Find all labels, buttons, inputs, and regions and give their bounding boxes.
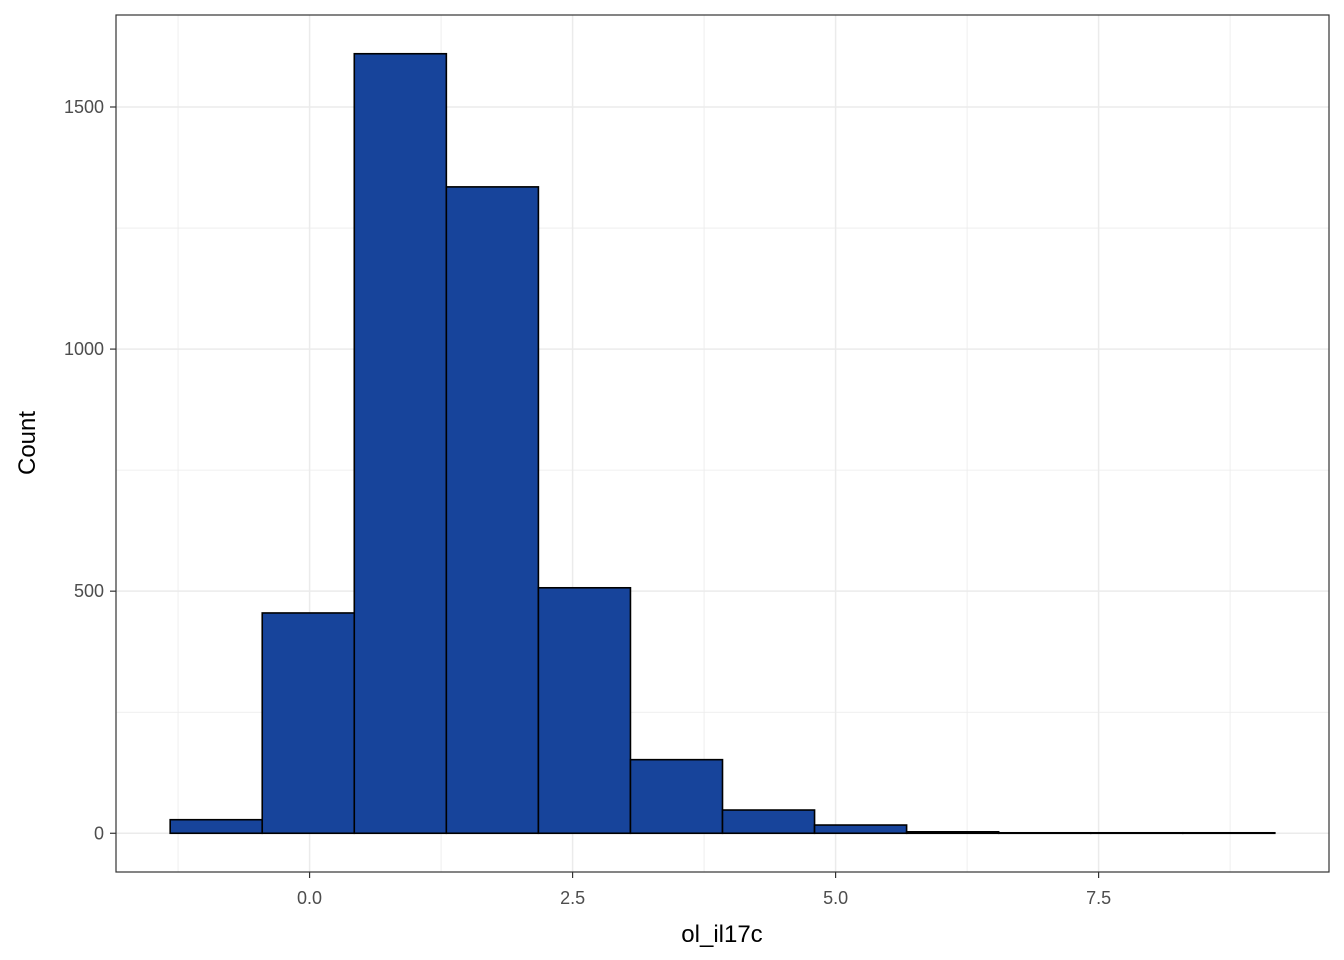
y-tick-label: 1000 [64,339,104,359]
histogram-bar [629,758,724,835]
x-axis-ticks: 0.0 2.5 5.0 7.5 [297,872,1111,908]
histogram-bar [813,824,908,835]
histogram-bar [1089,831,1184,835]
histogram-bar [721,809,816,835]
y-axis-ticks: 0 500 1000 1500 [64,97,116,843]
histogram-bar [537,586,632,835]
y-tick-label: 0 [94,823,104,843]
histogram-bar [997,831,1092,835]
panel-border [115,14,1330,873]
histogram-bar [1181,831,1276,835]
y-tick-label: 500 [74,581,104,601]
y-axis-title: Count [14,411,41,475]
y-tick-label: 1500 [64,97,104,117]
x-axis-title: ol_il17c [681,921,762,948]
x-tick-label: 2.5 [560,888,585,908]
x-tick-label: 0.0 [297,888,322,908]
x-tick-label: 5.0 [823,888,848,908]
histogram-bar [353,52,448,835]
histogram-bar [905,831,1000,835]
histogram-bar [169,818,264,835]
histogram-bar [445,186,540,835]
histogram-bar [261,612,356,835]
x-tick-label: 7.5 [1086,888,1111,908]
histogram-bars [169,52,1276,835]
